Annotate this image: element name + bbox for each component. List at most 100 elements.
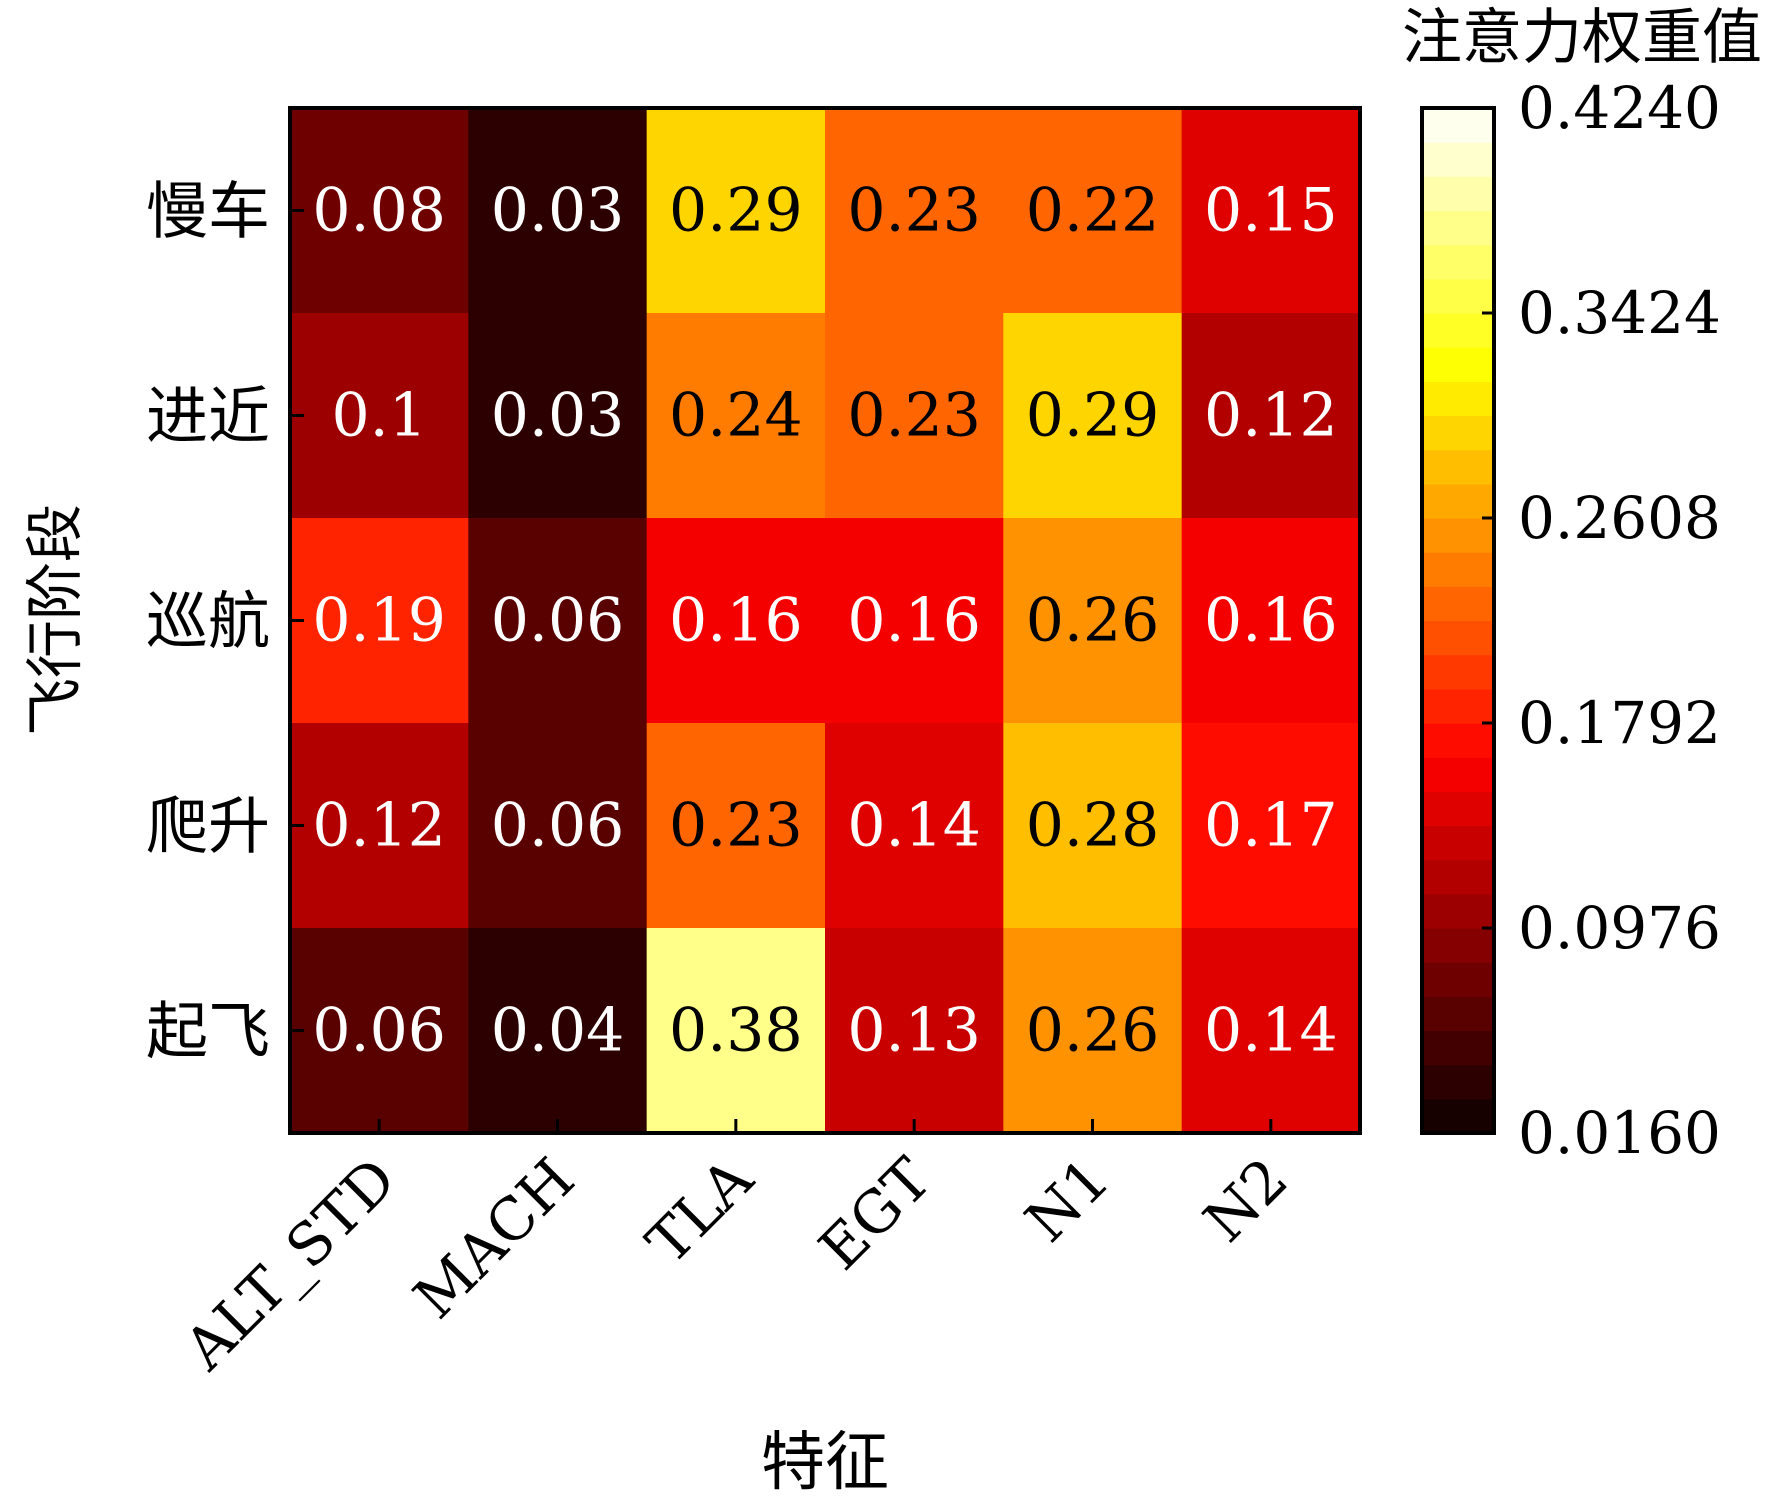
cell-value-label: 0.16 bbox=[669, 586, 803, 656]
colorbar-segment bbox=[1422, 688, 1494, 724]
heatmap-cell bbox=[1181, 518, 1361, 724]
heatmap-cell bbox=[1181, 928, 1361, 1134]
colorbar-segment bbox=[1422, 757, 1494, 792]
colorbar-tick-label: 0.2608 bbox=[1518, 484, 1721, 552]
colorbar-segment bbox=[1422, 210, 1494, 246]
heatmap-cell bbox=[290, 518, 469, 724]
colorbar-segment bbox=[1422, 552, 1494, 587]
x-tick-label: N2 bbox=[1191, 1145, 1301, 1255]
cell-value-label: 0.23 bbox=[847, 381, 981, 451]
cell-value-label: 0.12 bbox=[1204, 381, 1338, 451]
cell-value-label: 0.23 bbox=[847, 176, 981, 246]
colorbar-segment bbox=[1422, 415, 1494, 451]
heatmap-cell bbox=[290, 723, 469, 929]
x-tick-label: N1 bbox=[1012, 1145, 1122, 1255]
cell-value-label: 0.03 bbox=[491, 381, 625, 451]
cell-value-label: 0.13 bbox=[847, 996, 981, 1066]
colorbar-segment bbox=[1422, 1064, 1494, 1100]
colorbar-title: 注意力权重值 bbox=[1402, 3, 1762, 73]
colorbar-segment bbox=[1422, 791, 1494, 827]
heatmap-cell-labels: 0.08 0.03 0.29 0.23 0.22 0.15 0.1 0.03 0.24 0.23 0… bbox=[312, 176, 1337, 1066]
heatmap-cell bbox=[290, 313, 469, 519]
heatmap-cell bbox=[646, 928, 826, 1134]
colorbar-segment bbox=[1422, 620, 1494, 656]
colorbar-segment bbox=[1422, 825, 1494, 861]
colorbar-tick-label: 0.3424 bbox=[1518, 279, 1721, 347]
cell-value-label: 0.24 bbox=[669, 381, 803, 451]
colorbar-segment bbox=[1422, 996, 1494, 1032]
heatmap-cell bbox=[1003, 108, 1183, 314]
heatmap-cell bbox=[646, 108, 826, 314]
cell-value-label: 0.29 bbox=[1026, 381, 1160, 451]
heatmap-cell bbox=[1003, 518, 1183, 724]
heatmap-cell bbox=[290, 108, 469, 314]
colorbar-segment bbox=[1422, 723, 1494, 758]
heatmap-cell bbox=[290, 928, 469, 1134]
colorbar-tick-label: 0.4240 bbox=[1518, 74, 1721, 142]
colorbar-segment bbox=[1422, 586, 1494, 622]
cell-value-label: 0.12 bbox=[312, 791, 446, 861]
heatmap-cell bbox=[646, 518, 826, 724]
colorbar-segment bbox=[1422, 962, 1494, 997]
cell-value-label: 0.38 bbox=[669, 996, 803, 1066]
heatmap-cell bbox=[825, 313, 1004, 519]
heatmap-cell bbox=[468, 723, 648, 929]
y-axis-label: 飞行阶段 bbox=[21, 504, 89, 736]
colorbar-segment bbox=[1422, 108, 1494, 143]
y-tick-label: 慢车 bbox=[146, 175, 270, 248]
cell-value-label: 0.04 bbox=[491, 996, 625, 1066]
heatmap-cell bbox=[646, 313, 826, 519]
colorbar-segment bbox=[1422, 483, 1494, 519]
colorbar-tick-label: 0.1792 bbox=[1518, 689, 1721, 757]
cell-value-label: 0.19 bbox=[312, 586, 446, 656]
heatmap-cell bbox=[1003, 928, 1183, 1134]
y-tick-label: 进近 bbox=[146, 380, 270, 453]
heatmap-cell bbox=[1181, 313, 1361, 519]
colorbar-segment bbox=[1422, 142, 1494, 177]
x-tick-label: ALT_STD bbox=[171, 1145, 409, 1383]
cell-value-label: 0.29 bbox=[669, 176, 803, 246]
colorbar-tick-label: 0.0160 bbox=[1518, 1099, 1721, 1167]
colorbar-segment bbox=[1422, 347, 1494, 382]
colorbar-segment bbox=[1422, 1098, 1494, 1134]
heatmap-cell bbox=[1181, 723, 1361, 929]
colorbar-segment bbox=[1422, 1030, 1494, 1066]
cell-value-label: 0.06 bbox=[491, 586, 625, 656]
colorbar-segment bbox=[1422, 244, 1494, 280]
heatmap-cell bbox=[1181, 108, 1361, 314]
cell-value-label: 0.26 bbox=[1026, 996, 1160, 1066]
heatmap-cell bbox=[468, 928, 648, 1134]
cell-value-label: 0.06 bbox=[491, 791, 625, 861]
cell-value-label: 0.03 bbox=[491, 176, 625, 246]
colorbar-segment bbox=[1422, 381, 1494, 417]
colorbar-segment bbox=[1422, 518, 1494, 553]
colorbar-segment bbox=[1422, 654, 1494, 690]
heatmap-cell bbox=[646, 723, 826, 929]
cell-value-label: 0.16 bbox=[847, 586, 981, 656]
cell-value-label: 0.16 bbox=[1204, 586, 1338, 656]
x-tick-label: EGT bbox=[806, 1145, 944, 1283]
colorbar-segment bbox=[1422, 176, 1494, 212]
cell-value-label: 0.1 bbox=[331, 381, 426, 451]
heatmap-cell bbox=[825, 108, 1004, 314]
colorbar-segment bbox=[1422, 859, 1494, 895]
cell-value-label: 0.14 bbox=[1204, 996, 1338, 1066]
heatmap-cell bbox=[1003, 313, 1183, 519]
colorbar-frame bbox=[1420, 106, 1496, 1135]
cell-value-label: 0.28 bbox=[1026, 791, 1160, 861]
colorbar-tick-label: 0.0976 bbox=[1518, 894, 1721, 962]
heatmap-cell bbox=[468, 518, 648, 724]
cell-value-label: 0.06 bbox=[312, 996, 446, 1066]
colorbar-segment bbox=[1422, 928, 1494, 963]
cell-value-label: 0.26 bbox=[1026, 586, 1160, 656]
y-tick-label: 起飞 bbox=[146, 995, 270, 1068]
heatmap-cell bbox=[1003, 723, 1183, 929]
heatmap-cell bbox=[468, 108, 648, 314]
cell-value-label: 0.15 bbox=[1204, 176, 1338, 246]
y-tick-label: 爬升 bbox=[146, 790, 270, 863]
colorbar-segment bbox=[1422, 278, 1494, 314]
heatmap-cell bbox=[825, 518, 1004, 724]
